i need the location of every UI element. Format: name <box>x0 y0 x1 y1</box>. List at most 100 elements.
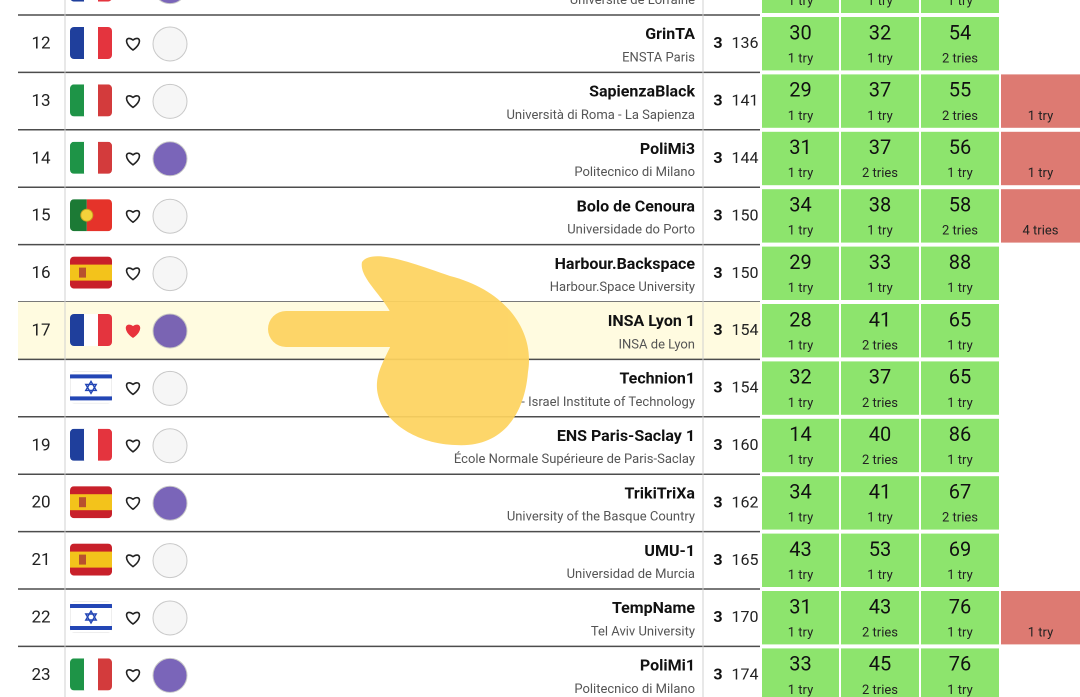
problem-tries: 1 try <box>1028 166 1053 181</box>
problem-tries: 2 tries <box>942 511 978 526</box>
rank: 20 <box>31 493 50 513</box>
problem-failed <box>1001 189 1080 243</box>
favorite-heart[interactable] <box>125 267 141 281</box>
penalty: 162 <box>732 492 759 511</box>
team-name: UMU-1 <box>644 541 695 560</box>
problem-score: 29 <box>789 250 811 274</box>
problem-score: 56 <box>949 135 971 159</box>
favorite-heart[interactable] <box>125 611 141 625</box>
flag <box>70 371 112 404</box>
problem-solved <box>841 304 919 358</box>
university-name: Politecnico di Milano <box>574 682 695 697</box>
team-row: 20 TrikiTriXa University of the Basque Cou… <box>18 474 999 533</box>
solved-count: 3 <box>713 263 722 282</box>
problem-score: 53 <box>869 537 891 561</box>
flag-stripe <box>70 396 112 401</box>
flag-stripe <box>70 494 112 511</box>
problem-tries: 1 try <box>947 166 972 181</box>
flag <box>70 199 112 232</box>
problem-score: 88 <box>949 250 971 274</box>
problem-score: 86 <box>949 422 971 446</box>
favorite-heart[interactable] <box>125 496 141 511</box>
flag-star <box>84 609 98 625</box>
problem-solved <box>921 648 999 697</box>
penalty: 154 <box>732 320 759 339</box>
problem-solved <box>921 17 999 71</box>
university-name: Universidad de Murcia <box>567 567 695 582</box>
favorite-heart[interactable] <box>125 37 141 51</box>
rank: 17 <box>31 320 50 340</box>
penalty: 160 <box>732 435 759 454</box>
flag <box>70 27 112 59</box>
problem-score: 45 <box>869 652 891 676</box>
problem-tries: 2 tries <box>942 109 978 124</box>
problem-tries: 1 try <box>788 338 813 353</box>
team-name: TrikiTriXa <box>625 483 696 502</box>
problem-solved <box>762 74 839 128</box>
problem-tries: 2 tries <box>862 166 898 181</box>
flag-stripe <box>98 658 112 691</box>
university-logo <box>152 543 188 579</box>
favorite-heart[interactable] <box>125 324 141 338</box>
problem-solved <box>841 189 919 243</box>
favorite-heart[interactable] <box>125 382 141 396</box>
problem-solved <box>841 74 919 128</box>
rank: 22 <box>31 607 50 627</box>
flag <box>70 658 112 691</box>
flag-stripe <box>70 604 112 608</box>
university-name: ENSTA Paris <box>622 50 695 65</box>
rank: 14 <box>31 148 51 168</box>
problem-solved <box>762 361 839 415</box>
team-row: Université de Lorraine 1 try 1 try 1 try <box>18 0 999 16</box>
team-name: SapienzaBlack <box>589 82 695 101</box>
problem-tries: 1 try <box>947 625 972 640</box>
flag-stripe <box>98 84 112 117</box>
team-row: 23 PoliMi1 Politecnico di Milano 3 174 33 1 tr… <box>31 646 999 697</box>
problem-score: 37 <box>869 78 891 102</box>
flag-stripe <box>70 428 85 461</box>
favorite-heart[interactable] <box>125 554 141 568</box>
team-name: Harbour.Backspace <box>555 254 696 273</box>
problem-solved <box>841 17 919 71</box>
penalty: 150 <box>732 205 759 224</box>
flag-stripe <box>70 314 85 346</box>
problem-solved <box>762 189 839 243</box>
team-row: 21 UMU-1 Universidad de Murcia 3 165 43 1 try 5… <box>18 531 999 590</box>
problem-score: 31 <box>789 594 811 618</box>
favorite-heart[interactable] <box>125 439 141 453</box>
problem-tries: 2 tries <box>862 338 898 353</box>
problem-solved <box>921 304 999 358</box>
team-name: INSA Lyon 1 <box>608 311 695 330</box>
pointing-hand <box>268 256 530 446</box>
problem-tries: 1 try <box>788 166 813 181</box>
flag-stripe <box>70 199 87 232</box>
problem-tries: 1 try <box>867 511 892 526</box>
flag-stripe <box>84 0 99 2</box>
problem-score: 38 <box>869 192 891 216</box>
flag-stripe <box>70 141 85 174</box>
university-logo <box>152 26 188 62</box>
favorite-heart[interactable] <box>125 669 141 683</box>
team-row: 14 PoliMi3 Politecnico di Milano 3 144 31 1 tr… <box>18 129 1080 188</box>
problem-score: 40 <box>869 422 891 446</box>
problem-score: 31 <box>789 135 811 159</box>
problem-failed <box>1001 131 1080 186</box>
problem-tries: 2 tries <box>862 683 898 697</box>
university-name: INSA de Lyon <box>619 337 696 352</box>
problem-solved <box>921 189 999 243</box>
problem-tries: 1 try <box>947 338 972 353</box>
favorite-heart[interactable] <box>125 209 141 224</box>
problem-tries: 2 tries <box>862 453 898 468</box>
problem-tries: 4 tries <box>1023 224 1059 239</box>
favorite-heart[interactable] <box>125 95 141 109</box>
favorite-heart[interactable] <box>125 152 141 166</box>
problem-solved <box>841 246 919 300</box>
penalty: 150 <box>732 263 759 282</box>
flag <box>70 314 112 346</box>
problem-solved <box>762 246 839 300</box>
flag-stripe <box>98 27 112 59</box>
university-logo <box>152 313 188 349</box>
flag-stripe <box>84 84 99 117</box>
team-row: 19 ENS Paris-Saclay 1 École Normale Supéri… <box>18 416 999 475</box>
problem-solved <box>921 476 999 530</box>
